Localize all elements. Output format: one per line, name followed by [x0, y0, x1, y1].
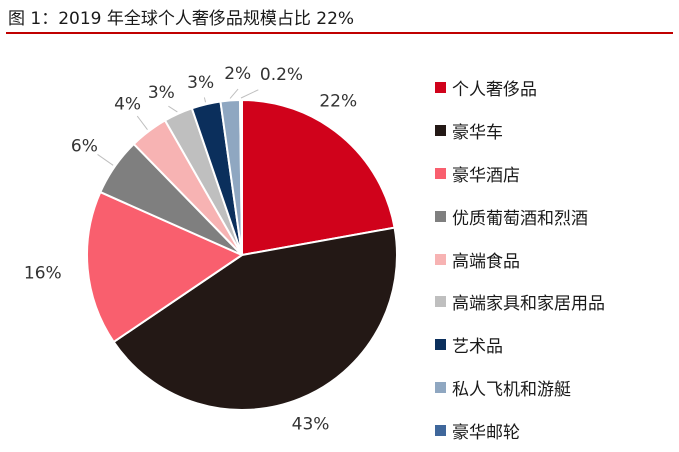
pie-slice [112, 226, 398, 411]
leader-line [240, 89, 259, 99]
title-rule [6, 32, 673, 34]
legend-item: 优质葡萄酒和烈酒 [435, 195, 605, 238]
legend-swatch [435, 210, 446, 222]
legend-swatch [435, 339, 446, 351]
slice-value-label: 22% [319, 92, 357, 112]
slice-value-label: 3% [187, 73, 214, 93]
legend-swatch [435, 425, 446, 437]
pie-slice [86, 190, 245, 344]
legend-item: 高端家具和家居用品 [435, 280, 605, 323]
pie-slice [239, 98, 243, 256]
leader-line [229, 88, 239, 99]
leader-line [203, 97, 207, 103]
slice-value-label: 6% [71, 136, 98, 156]
legend-item: 豪华酒店 [435, 152, 605, 195]
legend-label: 私人飞机和游艇 [452, 380, 571, 401]
legend-label: 个人奢侈品 [452, 79, 537, 100]
chart-title: 图 1：2019 年全球个人奢侈品规模占比 22% [8, 9, 355, 29]
slice-value-label: 43% [292, 415, 330, 435]
slice-value-label: 3% [148, 83, 175, 103]
legend-swatch [435, 382, 446, 394]
legend-item: 豪华邮轮 [435, 409, 605, 452]
slice-value-label: 16% [24, 264, 62, 284]
legend-item: 私人飞机和游艇 [435, 366, 605, 409]
leader-line [136, 115, 148, 130]
legend-label: 艺术品 [452, 337, 503, 358]
legend-item: 豪华车 [435, 109, 605, 152]
leader-line [97, 154, 114, 166]
legend-swatch [435, 124, 446, 136]
legend-swatch [435, 253, 446, 265]
pie-slice [241, 98, 396, 257]
legend-label: 豪华车 [452, 122, 503, 143]
legend-label: 豪华酒店 [452, 165, 520, 186]
legend-swatch [435, 296, 446, 308]
legend-label: 高端家具和家居用品 [452, 294, 605, 315]
legend-item: 高端食品 [435, 238, 605, 281]
legend-item: 艺术品 [435, 323, 605, 366]
slice-value-label: 2% [224, 64, 251, 84]
pie-chart: 22% 43% 16% 6% 4% 3% 3% 2% 0.2% [24, 64, 398, 435]
legend-swatch [435, 81, 446, 93]
legend-label: 豪华邮轮 [452, 423, 520, 444]
legend-label: 优质葡萄酒和烈酒 [452, 208, 588, 229]
slice-value-label: 4% [114, 94, 141, 114]
leader-line [168, 105, 178, 113]
legend-label: 高端食品 [452, 251, 520, 272]
legend-item: 个人奢侈品 [435, 66, 605, 109]
slice-value-label: 0.2% [260, 65, 303, 85]
legend-swatch [435, 167, 446, 179]
legend: 个人奢侈品豪华车豪华酒店优质葡萄酒和烈酒 高端食品高端家具和家居用品 艺术品私人飞机… [435, 66, 605, 452]
